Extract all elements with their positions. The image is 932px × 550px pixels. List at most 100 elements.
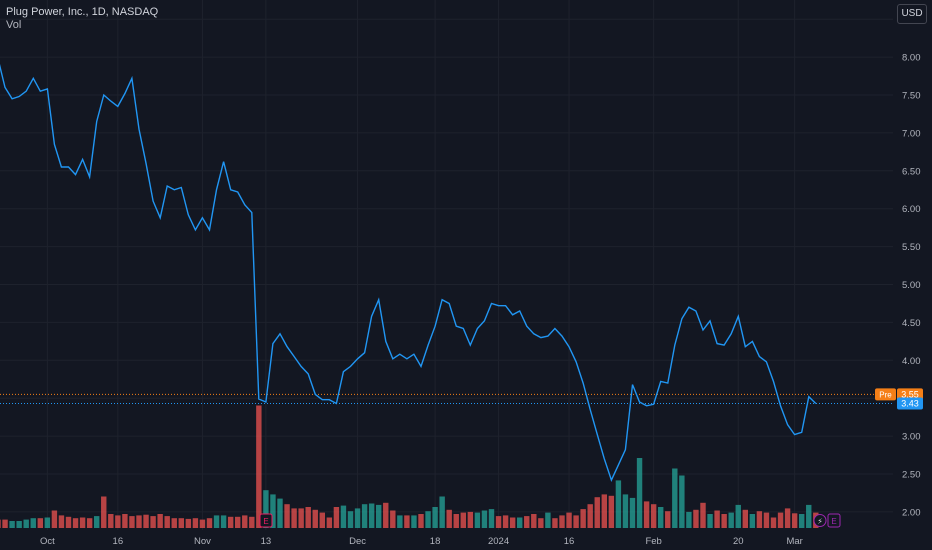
volume-bar [305, 507, 311, 528]
volume-bar [636, 458, 643, 528]
volume-bar [425, 511, 431, 528]
price-tags: Pre 3.553.43 [875, 388, 923, 410]
volume-bar [742, 509, 748, 528]
y-tick-label: 5.00 [902, 280, 921, 291]
volume-bar [136, 515, 142, 528]
volume-bar [390, 510, 396, 528]
volume-bar [622, 494, 629, 528]
volume-bar [777, 512, 784, 528]
volume-bar [467, 511, 474, 528]
volume-bar [333, 507, 340, 528]
volume-bar [650, 504, 657, 528]
volume-bar [16, 521, 22, 528]
volume-bar [791, 513, 798, 528]
x-tick-label: 2024 [488, 536, 509, 547]
y-axis[interactable]: 2.002.503.003.504.004.505.005.506.006.50… [893, 0, 932, 550]
volume-bar [129, 516, 135, 528]
pre-market-price-bg [897, 388, 923, 401]
event-markers[interactable]: E ⚡ E [259, 513, 841, 528]
volume-bar [37, 518, 43, 528]
volume-bar [594, 497, 600, 528]
volume-bar [770, 517, 777, 528]
symbol-title: Plug Power, Inc., 1D, NASDAQ [6, 6, 159, 18]
volume-bar [171, 518, 177, 528]
volume-bar [72, 518, 79, 528]
volume-bar [799, 514, 805, 528]
x-tick-label: Feb [645, 536, 661, 547]
volume-bar [721, 514, 727, 528]
volume-bar [460, 512, 466, 528]
volume-bar [735, 504, 741, 528]
volume-bar [524, 516, 530, 528]
y-tick-label: 6.50 [902, 166, 921, 177]
volume-bar [700, 502, 706, 528]
volume-bar [573, 515, 579, 528]
volume-bar [552, 518, 558, 528]
volume-bar [728, 512, 734, 528]
x-tick-label: 20 [733, 536, 744, 547]
volume-bar [44, 517, 51, 528]
volume-bar [249, 516, 255, 528]
volume-bar [94, 516, 100, 528]
x-tick-label: 18 [430, 536, 441, 547]
x-axis-background [0, 530, 932, 550]
volume-bar [517, 517, 523, 528]
volume-bar [531, 514, 537, 528]
volume-bar [658, 507, 664, 528]
volume-bar [665, 511, 671, 528]
earnings-marker-label: E [263, 517, 268, 526]
volume-bar [361, 504, 368, 528]
volume-bar [587, 504, 593, 528]
chart-legend: Plug Power, Inc., 1D, NASDAQ Vol [6, 6, 158, 32]
volume-bar [679, 475, 685, 528]
volume-bar [502, 515, 509, 528]
volume-bar [538, 518, 544, 528]
split-marker[interactable]: ⚡ [813, 514, 827, 527]
earnings-marker[interactable]: E [259, 513, 273, 528]
y-tick-label: 7.00 [902, 128, 921, 139]
x-tick-label: Nov [194, 536, 211, 547]
volume-bar [509, 517, 516, 528]
x-tick-label: Mar [786, 536, 802, 547]
volume-bar [122, 514, 128, 528]
y-axis-background [893, 0, 932, 550]
volume-bar [150, 516, 156, 528]
volume-bar [51, 510, 58, 528]
volume-bar [2, 519, 8, 528]
volume-bars [0, 405, 819, 528]
volume-bar [376, 504, 382, 528]
volume-bar [474, 512, 481, 528]
y-tick-label: 4.50 [902, 318, 921, 329]
x-tick-label: 16 [113, 536, 124, 547]
volume-bar [312, 509, 318, 528]
volume-bar [143, 514, 149, 528]
volume-bar [227, 516, 234, 528]
earnings-marker-box [827, 513, 841, 528]
x-tick-label: Oct [40, 536, 55, 547]
x-axis[interactable]: Oct 16 Nov 13 Dec 18 2024 16 Feb 20 Mar [0, 530, 932, 550]
y-tick-label: 2.50 [902, 470, 921, 481]
volume-bar [298, 508, 304, 528]
volume-bar [615, 480, 622, 528]
y-tick-label: 2.00 [902, 507, 921, 518]
x-tick-label: Dec [349, 536, 366, 547]
volume-bar [256, 405, 262, 528]
volume-bar [686, 511, 692, 528]
currency-button[interactable]: USD [897, 4, 927, 24]
volume-bar [368, 503, 375, 528]
volume-bar [672, 468, 678, 528]
volume-bar [707, 514, 713, 528]
volume-bar [453, 514, 459, 528]
earnings-marker-upcoming[interactable]: E [827, 513, 841, 528]
volume-label: Vol [6, 19, 22, 31]
volume-bar [383, 502, 389, 528]
volume-bar [566, 512, 572, 528]
volume-bar [115, 515, 121, 528]
last-price-tag: 3.43 [901, 399, 919, 409]
volume-bar [580, 509, 586, 528]
volume-bar [79, 517, 86, 528]
volume-bar [404, 515, 410, 528]
volume-bar [326, 517, 333, 528]
y-tick-label: 3.00 [902, 432, 921, 443]
